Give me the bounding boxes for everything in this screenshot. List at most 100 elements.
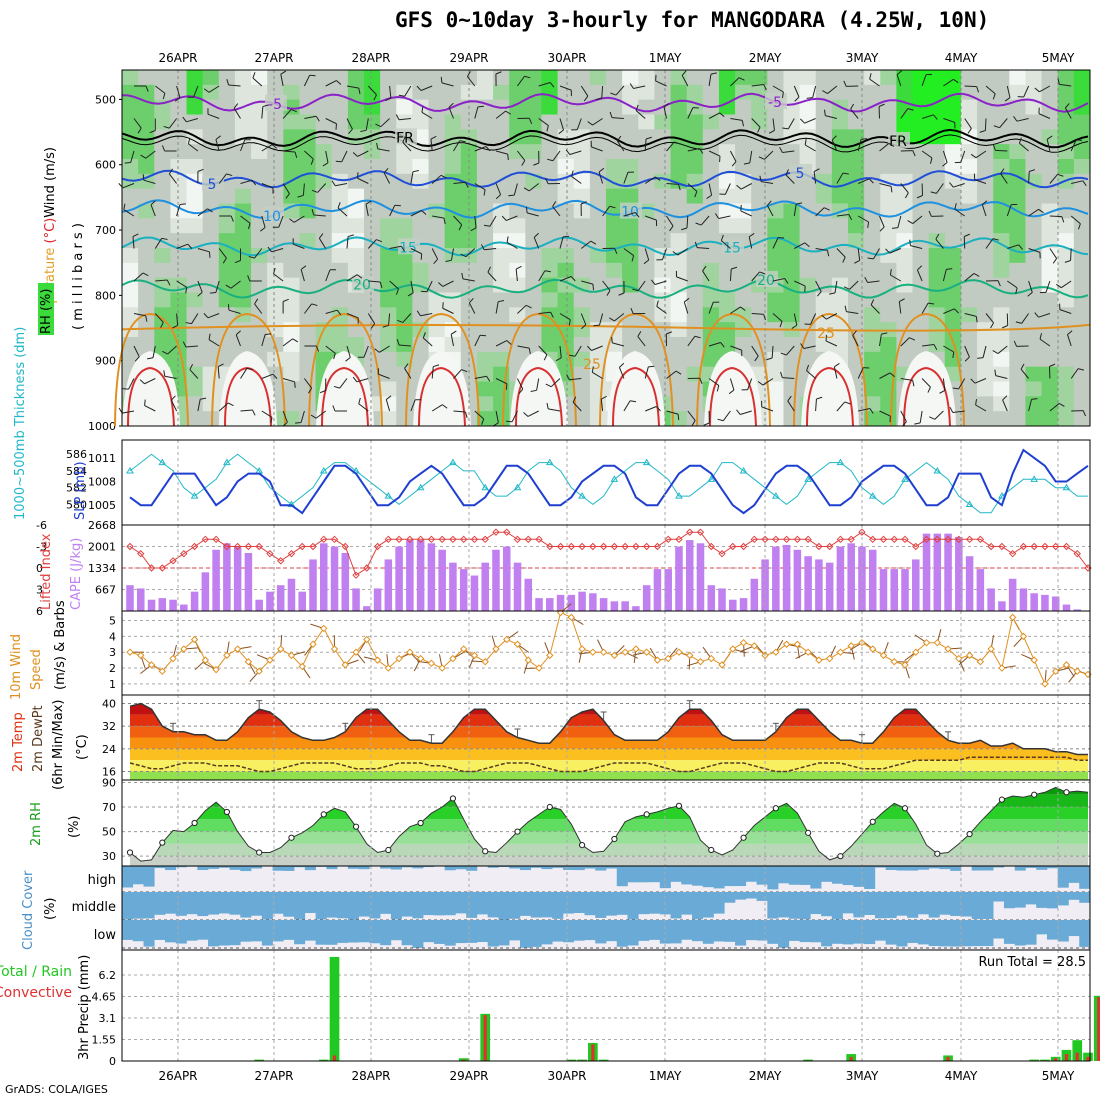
rh-cell xyxy=(702,188,720,204)
wind-barb-feather xyxy=(347,234,354,238)
rh-cell xyxy=(347,129,365,145)
cloud-bar xyxy=(401,892,413,917)
cloud-bar xyxy=(1014,920,1026,946)
rh-cell xyxy=(718,203,736,219)
wind-speed-marker xyxy=(244,658,253,666)
rh-cell xyxy=(638,188,655,204)
wind-barb-feather xyxy=(295,422,302,424)
rh-cell xyxy=(1057,277,1075,293)
cloud-bar xyxy=(681,920,693,940)
wind-barb xyxy=(645,406,657,412)
rh-cell xyxy=(557,84,575,101)
wind-barb xyxy=(833,366,838,379)
rh-cell xyxy=(170,307,188,323)
rh-cell xyxy=(1057,188,1075,204)
rh-cell xyxy=(202,114,220,130)
cape-bar xyxy=(481,562,489,611)
rh-cell xyxy=(686,292,704,308)
cloud-bar xyxy=(509,920,521,941)
rh-cell xyxy=(589,233,607,249)
wind-barb xyxy=(1059,309,1072,314)
wind-barb xyxy=(569,378,582,381)
wind-barb-feather xyxy=(949,406,954,413)
date-label-bottom: 3MAY xyxy=(846,1069,879,1083)
cape-bar xyxy=(772,546,780,611)
rh-cell xyxy=(476,411,494,427)
contour-line-30 xyxy=(418,366,466,427)
cloud-bar xyxy=(347,920,359,943)
wind-barb-feather xyxy=(333,385,340,389)
rh-cell xyxy=(783,188,801,204)
wind-barb-feather xyxy=(831,135,837,141)
rh-cell xyxy=(831,248,849,264)
wind-barb xyxy=(123,209,135,217)
wind-barb xyxy=(614,313,625,322)
wind-speed-marker xyxy=(223,651,231,660)
wind-barb xyxy=(985,85,996,95)
rh-cell xyxy=(396,292,413,308)
rh-band xyxy=(130,794,1088,808)
cloud-bar xyxy=(229,866,241,870)
rh-cell xyxy=(767,203,784,219)
rh-cell xyxy=(380,381,397,397)
li-marker xyxy=(459,535,468,544)
rh-cell xyxy=(960,351,978,368)
rh-cell xyxy=(1041,337,1059,353)
wind-barb-feather xyxy=(1046,135,1053,140)
wind-barb-feather xyxy=(421,210,427,215)
li-marker xyxy=(825,542,834,551)
rh-cell xyxy=(573,159,591,175)
wind-barb xyxy=(1039,85,1051,93)
wind-barb xyxy=(964,273,975,282)
rh-cell xyxy=(1073,114,1091,130)
wind-barb xyxy=(132,236,135,249)
wind-barb-feather xyxy=(1039,333,1042,340)
li-marker xyxy=(1041,542,1049,551)
rh-cell xyxy=(138,173,155,190)
contour-label-bg xyxy=(756,270,778,287)
rh-cell xyxy=(364,248,381,264)
rh-cell xyxy=(154,337,171,353)
rh-cell xyxy=(1057,159,1075,175)
rh-cell xyxy=(751,144,768,160)
rh-cell xyxy=(1073,159,1091,175)
rh-cell xyxy=(444,159,462,175)
wind-barb xyxy=(1028,171,1030,184)
rh-cell xyxy=(428,70,446,86)
wind-barb-feather xyxy=(990,322,994,329)
wind-barb-feather xyxy=(247,275,251,282)
wind-barb-feather xyxy=(336,80,342,85)
rh-cell xyxy=(428,337,446,353)
wind-barb-feather xyxy=(655,406,661,412)
rh-cell xyxy=(234,129,252,145)
rh-cell xyxy=(718,173,736,190)
rh-cell xyxy=(944,173,962,190)
rh-cell xyxy=(234,233,252,249)
cape-bar xyxy=(1019,588,1028,611)
rh-cell xyxy=(509,277,526,293)
wind-barb xyxy=(261,334,266,347)
rh-cell xyxy=(541,248,559,264)
rh-cell xyxy=(202,70,220,86)
rh-cell xyxy=(1073,248,1091,264)
rh-cell xyxy=(186,218,204,234)
cloud-bar xyxy=(552,920,564,942)
wind-barb xyxy=(637,336,646,347)
cape-bar xyxy=(912,559,920,611)
cloud-bar xyxy=(917,920,929,945)
rh-cell xyxy=(1057,233,1075,249)
wind-barb xyxy=(133,345,140,358)
cape-bar xyxy=(696,543,705,611)
rh-cell xyxy=(880,144,897,160)
date-label-top: 28APR xyxy=(351,51,390,65)
rh-cell xyxy=(654,188,672,204)
wind-barb-feather xyxy=(663,103,670,108)
rh-cell xyxy=(315,351,333,368)
wind-barb xyxy=(827,85,838,94)
rh-cell xyxy=(299,84,317,101)
cape-bar xyxy=(201,572,210,611)
cloud-bar xyxy=(337,892,349,919)
li-marker xyxy=(535,535,543,544)
rh-marker xyxy=(191,819,198,827)
rh-cell xyxy=(960,248,978,264)
